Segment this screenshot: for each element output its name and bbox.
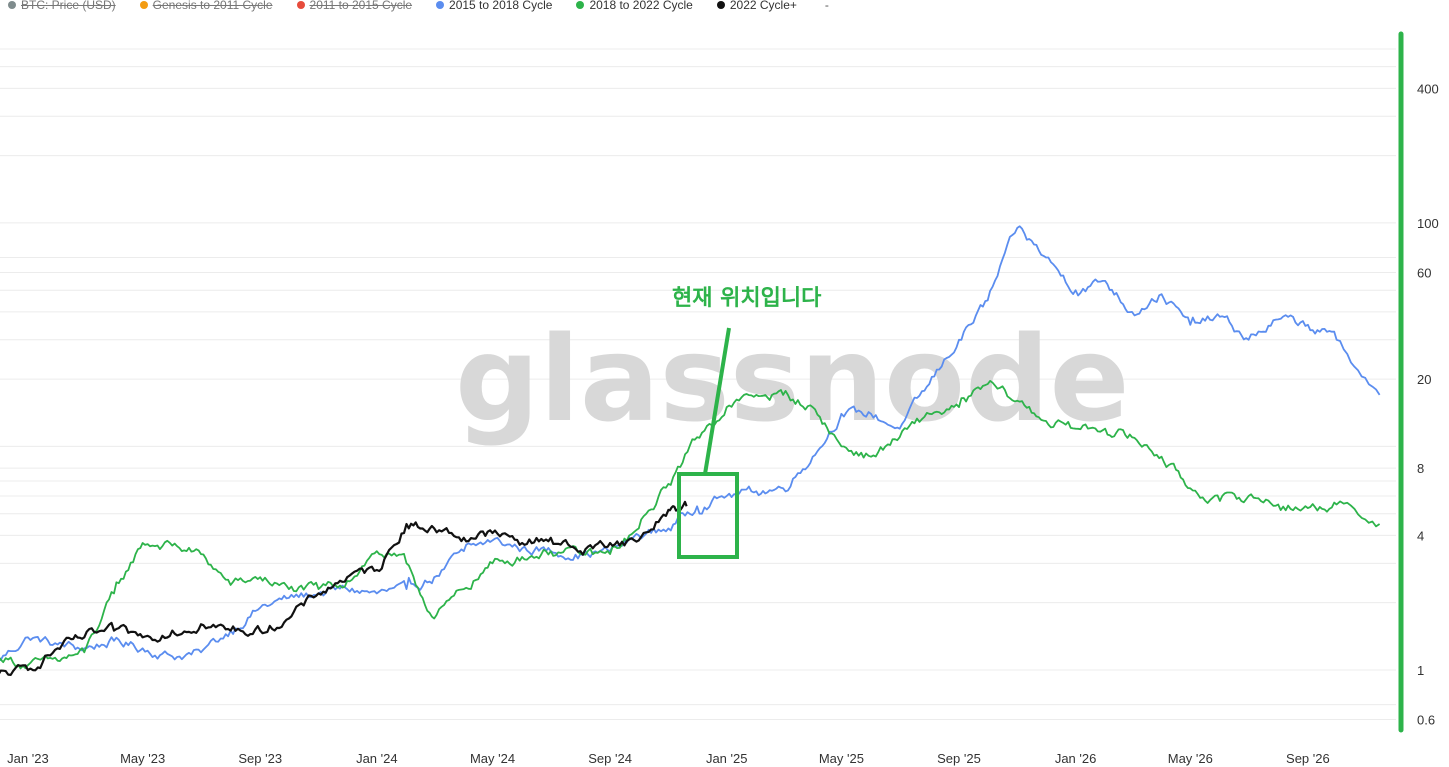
y-tick-label: 8 (1417, 461, 1424, 476)
y-tick-label: 100 (1417, 216, 1439, 231)
y-tick-label: 20 (1417, 372, 1431, 387)
series-layer (0, 225, 1381, 677)
series-line-0 (0, 225, 1381, 662)
y-axis: 0.6 1 4 8 20 60 100 400 (1417, 81, 1439, 727)
x-tick-label: Jan '25 (706, 751, 748, 766)
x-axis: Jan '23 May '23 Sep '23 Jan '24 May '24 Sep '… (7, 751, 1330, 766)
annotation: 현재 위치입니다 (672, 286, 822, 559)
y-tick-label: 60 (1417, 265, 1431, 280)
y-tick-label: 4 (1417, 528, 1424, 543)
x-tick-label: Jan '24 (356, 751, 398, 766)
legend-dot-icon (8, 1, 16, 9)
x-tick-label: Sep '25 (937, 751, 981, 766)
x-tick-label: Jan '23 (7, 751, 49, 766)
legend-dot-icon (296, 1, 305, 9)
legend-item-2[interactable]: 2011 to 2015 Cycle (296, 0, 413, 12)
x-tick-label: Sep '23 (238, 751, 282, 766)
y-tick-label: 1 (1417, 663, 1424, 678)
series-line-1 (0, 379, 1381, 670)
legend-item-4[interactable]: 2018 to 2022 Cycle (576, 0, 693, 12)
x-tick-label: Sep '24 (588, 751, 632, 766)
legend-dot-icon (139, 1, 148, 9)
legend-label: 2022 Cycle+ (729, 0, 797, 12)
x-tick-label: Sep '26 (1286, 751, 1330, 766)
annotation-highlight-box (677, 472, 739, 559)
x-tick-label: May '23 (120, 751, 165, 766)
annotation-text: 현재 위치입니다 (672, 286, 822, 311)
x-tick-label: May '25 (819, 751, 864, 766)
legend-label: Genesis to 2011 Cycle (152, 0, 273, 12)
y-tick-label: 400 (1417, 81, 1439, 96)
watermark: glassnode (455, 310, 1130, 448)
x-tick-label: May '26 (1168, 751, 1213, 766)
legend: BTC: Price (USD) Genesis to 2011 Cycle 201… (8, 0, 829, 14)
legend-item-5[interactable]: 2022 Cycle+ (716, 0, 797, 12)
legend-dot-icon (576, 1, 585, 9)
x-tick-label: May '24 (470, 751, 515, 766)
x-tick-label: Jan '26 (1055, 751, 1097, 766)
legend-dot-icon (436, 1, 445, 9)
series-line-2 (0, 500, 688, 677)
legend-item-1[interactable]: Genesis to 2011 Cycle (139, 0, 273, 12)
legend-label: 2015 to 2018 Cycle (449, 0, 553, 12)
legend-dot-icon (716, 1, 725, 9)
y-tick-label: 0.6 (1417, 713, 1435, 728)
legend-label: BTC: Price (USD) (21, 0, 116, 12)
legend-item-0[interactable]: BTC: Price (USD) (8, 0, 116, 12)
grid-lines (0, 48, 1396, 721)
legend-item-3[interactable]: 2015 to 2018 Cycle (436, 0, 552, 12)
legend-extra: - (824, 0, 829, 12)
legend-label: 2011 to 2015 Cycle (309, 0, 413, 12)
annotation-arrow-line (703, 327, 731, 475)
legend-label: 2018 to 2022 Cycle (589, 0, 693, 12)
